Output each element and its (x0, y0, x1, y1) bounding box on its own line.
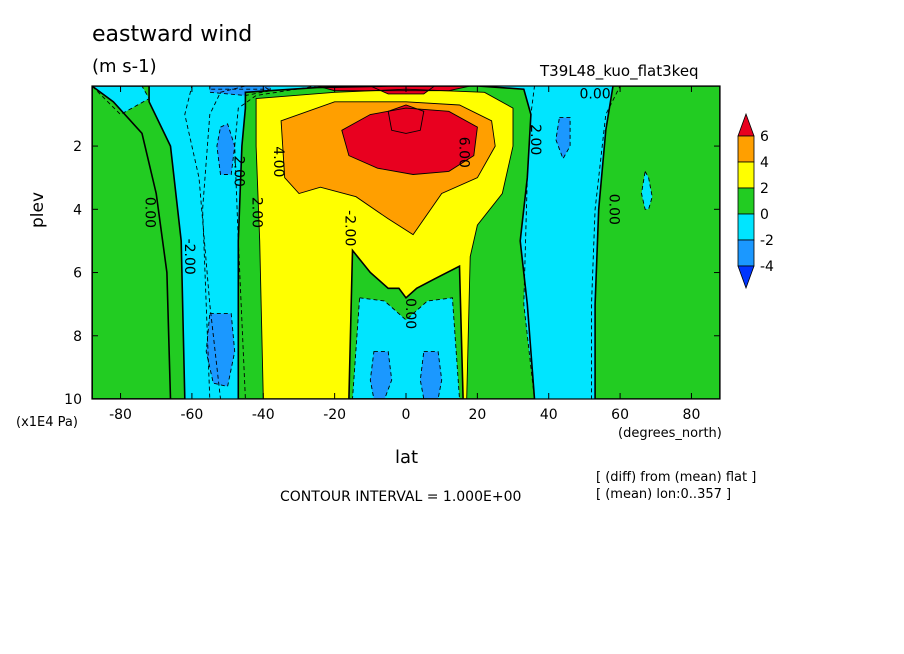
contour-region-19 (370, 86, 435, 94)
contour-lines (92, 86, 720, 399)
x-tick-label: -80 (109, 407, 132, 423)
colorbar-tick-label: 2 (760, 181, 769, 197)
contour-line-5 (216, 123, 236, 175)
contour-labels: 0.002.006.004.002.002.000.00-2.00-2.000.… (142, 87, 622, 330)
y-tick-label: 8 (73, 329, 82, 345)
contour-region-5 (216, 123, 235, 175)
contour-line-10 (348, 248, 464, 399)
contour-line-12 (369, 351, 393, 399)
colorbar-arrow-top (737, 112, 755, 137)
contour-label: 6.00 (456, 137, 472, 168)
x-tick-label: 0 (402, 407, 411, 423)
contour-interval: CONTOUR INTERVAL = 1.000E+00 (280, 489, 522, 505)
note-diff: [ (diff) from (mean) flat ] (596, 470, 757, 485)
contour-region-22 (595, 86, 720, 399)
colorbar-segment (737, 213, 755, 241)
contour-region-3 (92, 86, 171, 399)
colorbar-arrow-bottom (737, 265, 755, 290)
run-label: T39L48_kuo_flat3keq (540, 62, 699, 80)
y-axis-label: plev (28, 191, 48, 228)
x-tick-label: -60 (180, 407, 203, 423)
contour-line-18 (316, 86, 471, 92)
contour-label: -2.00 (181, 239, 197, 275)
x-axis-units: (degrees_north) (618, 426, 722, 441)
colorbar-tick-label: -2 (760, 233, 774, 249)
contour-line-8 (237, 86, 536, 399)
contour-line-13 (419, 351, 443, 399)
x-axis-ticks: -80 -60 -40 -20 0 20 40 60 80 (109, 86, 700, 423)
colorbar-segment (737, 187, 755, 215)
y-axis-units: (x1E4 Pa) (16, 415, 78, 430)
colorbar: 6 4 2 0 -2 -4 (737, 112, 774, 290)
contour-line-2 (92, 86, 150, 116)
x-tick-label: 60 (611, 407, 629, 423)
y-tick-label: 2 (73, 139, 82, 155)
contour-label: 0.00 (402, 298, 418, 329)
contour-line-6 (205, 313, 236, 387)
colorbar-tick-label: 6 (760, 129, 769, 145)
contour-region-12 (370, 351, 392, 399)
contour-label: -2.00 (341, 210, 357, 246)
contour-line-15 (341, 107, 478, 175)
contour-line-16 (387, 104, 425, 134)
contour-line-11 (352, 297, 460, 399)
contour-label: 2.00 (249, 197, 265, 228)
contour-region-20 (523, 86, 621, 399)
colorbar-segment (737, 135, 755, 163)
contour-line-4 (202, 86, 317, 399)
colorbar-segment (737, 161, 755, 189)
contour-line-3 (92, 86, 172, 399)
contour-line-22 (594, 86, 720, 399)
contour-region-16 (388, 105, 424, 134)
y-tick-label: 6 (73, 266, 82, 282)
contour-label: 4.00 (270, 146, 286, 177)
colorbar-tick-label: -4 (760, 259, 774, 275)
note-mean: [ (mean) lon:0..357 ] (596, 487, 732, 502)
contour-fields (92, 86, 720, 399)
colorbar-tick-label: 4 (760, 155, 769, 171)
colorbar-tick-label: 0 (760, 207, 769, 223)
contour-line-14 (280, 101, 496, 236)
contour-label: 2.00 (231, 156, 247, 187)
contour-line-21 (555, 117, 571, 160)
colorbar-segment (737, 239, 755, 267)
x-tick-label: 40 (540, 407, 558, 423)
contour-line-19 (370, 86, 436, 95)
contour-label: 0.00 (605, 194, 621, 225)
y-tick-label: 4 (73, 202, 82, 218)
x-tick-label: -40 (252, 407, 275, 423)
contour-label: 2.00 (527, 124, 543, 155)
contour-label: 0.00 (142, 197, 158, 228)
contour-region-13 (420, 351, 442, 399)
contour-region-2 (92, 86, 150, 115)
x-tick-label: 80 (683, 407, 701, 423)
contour-region-15 (341, 108, 478, 175)
contour-line-17 (209, 86, 271, 90)
x-tick-label: 20 (468, 407, 486, 423)
contour-region-23 (641, 171, 653, 210)
x-axis-label: lat (395, 447, 419, 468)
contour-label: 0.00 (580, 87, 611, 103)
y-axis-ticks: 2 4 6 8 10 (64, 139, 720, 408)
x-tick-label: -20 (323, 407, 346, 423)
contour-line-1 (92, 86, 186, 399)
chart-units: (m s-1) (92, 56, 157, 77)
chart-title: eastward wind (92, 22, 253, 47)
contour-region-17 (209, 86, 271, 90)
contour-line-9 (255, 88, 514, 399)
contour-line-23 (641, 170, 653, 210)
y-tick-label: 10 (64, 392, 82, 408)
contour-region-6 (206, 313, 235, 387)
